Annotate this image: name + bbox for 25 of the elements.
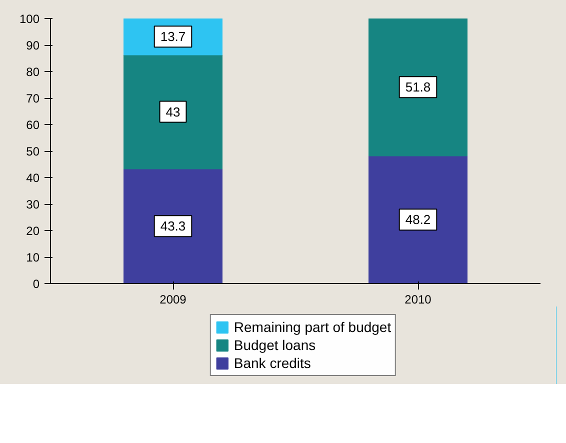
x-tick-label: 2009 bbox=[160, 292, 187, 306]
data-label: 48.2 bbox=[405, 212, 431, 228]
x-tick-label: 2010 bbox=[404, 292, 432, 306]
y-tick-label: 40 bbox=[26, 171, 40, 185]
y-tick-label: 0 bbox=[32, 277, 40, 291]
y-tick-label: 100 bbox=[19, 12, 40, 26]
y-tick-label: 50 bbox=[26, 144, 40, 158]
legend-label: Budget loans bbox=[234, 337, 316, 353]
y-tick-label: 60 bbox=[26, 118, 40, 132]
bar bbox=[124, 168, 222, 284]
legend-label: Bank credits bbox=[234, 355, 311, 371]
data-label: 51.8 bbox=[405, 80, 431, 95]
y-tick-label: 20 bbox=[26, 224, 40, 238]
y-tick-label: 10 bbox=[26, 250, 40, 264]
y-tick-label: 30 bbox=[26, 198, 40, 212]
bar bbox=[368, 18, 468, 156]
y-tick-label: 70 bbox=[26, 92, 40, 106]
y-tick-label: 80 bbox=[26, 65, 40, 79]
data-label: 13.7 bbox=[160, 29, 186, 44]
data-label: 43 bbox=[166, 104, 180, 120]
bar bbox=[124, 54, 222, 170]
legend-label: Remaining part of budget bbox=[234, 319, 392, 335]
data-label: 43.3 bbox=[160, 218, 186, 234]
bar bbox=[368, 155, 468, 284]
y-tick-label: 90 bbox=[26, 38, 40, 52]
